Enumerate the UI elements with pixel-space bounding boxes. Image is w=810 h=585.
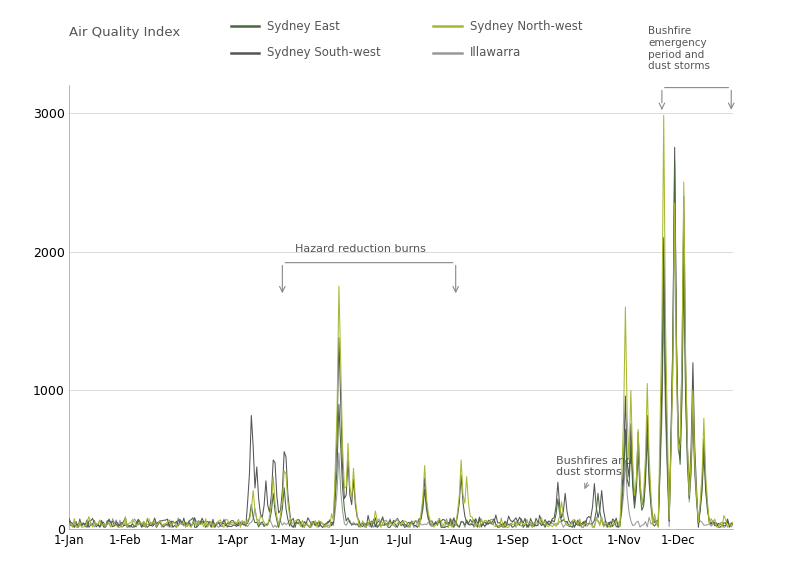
Text: Sydney South-west: Sydney South-west (267, 46, 381, 59)
Text: Bushfire
emergency
period and
dust storms: Bushfire emergency period and dust storm… (648, 26, 710, 71)
Text: Hazard reduction burns: Hazard reduction burns (296, 245, 426, 254)
Text: Air Quality Index: Air Quality Index (69, 26, 180, 39)
Text: Bushfires and
dust storms: Bushfires and dust storms (556, 456, 633, 488)
Text: Illawarra: Illawarra (470, 46, 521, 59)
Text: Sydney East: Sydney East (267, 20, 340, 33)
Text: Sydney North-west: Sydney North-west (470, 20, 582, 33)
